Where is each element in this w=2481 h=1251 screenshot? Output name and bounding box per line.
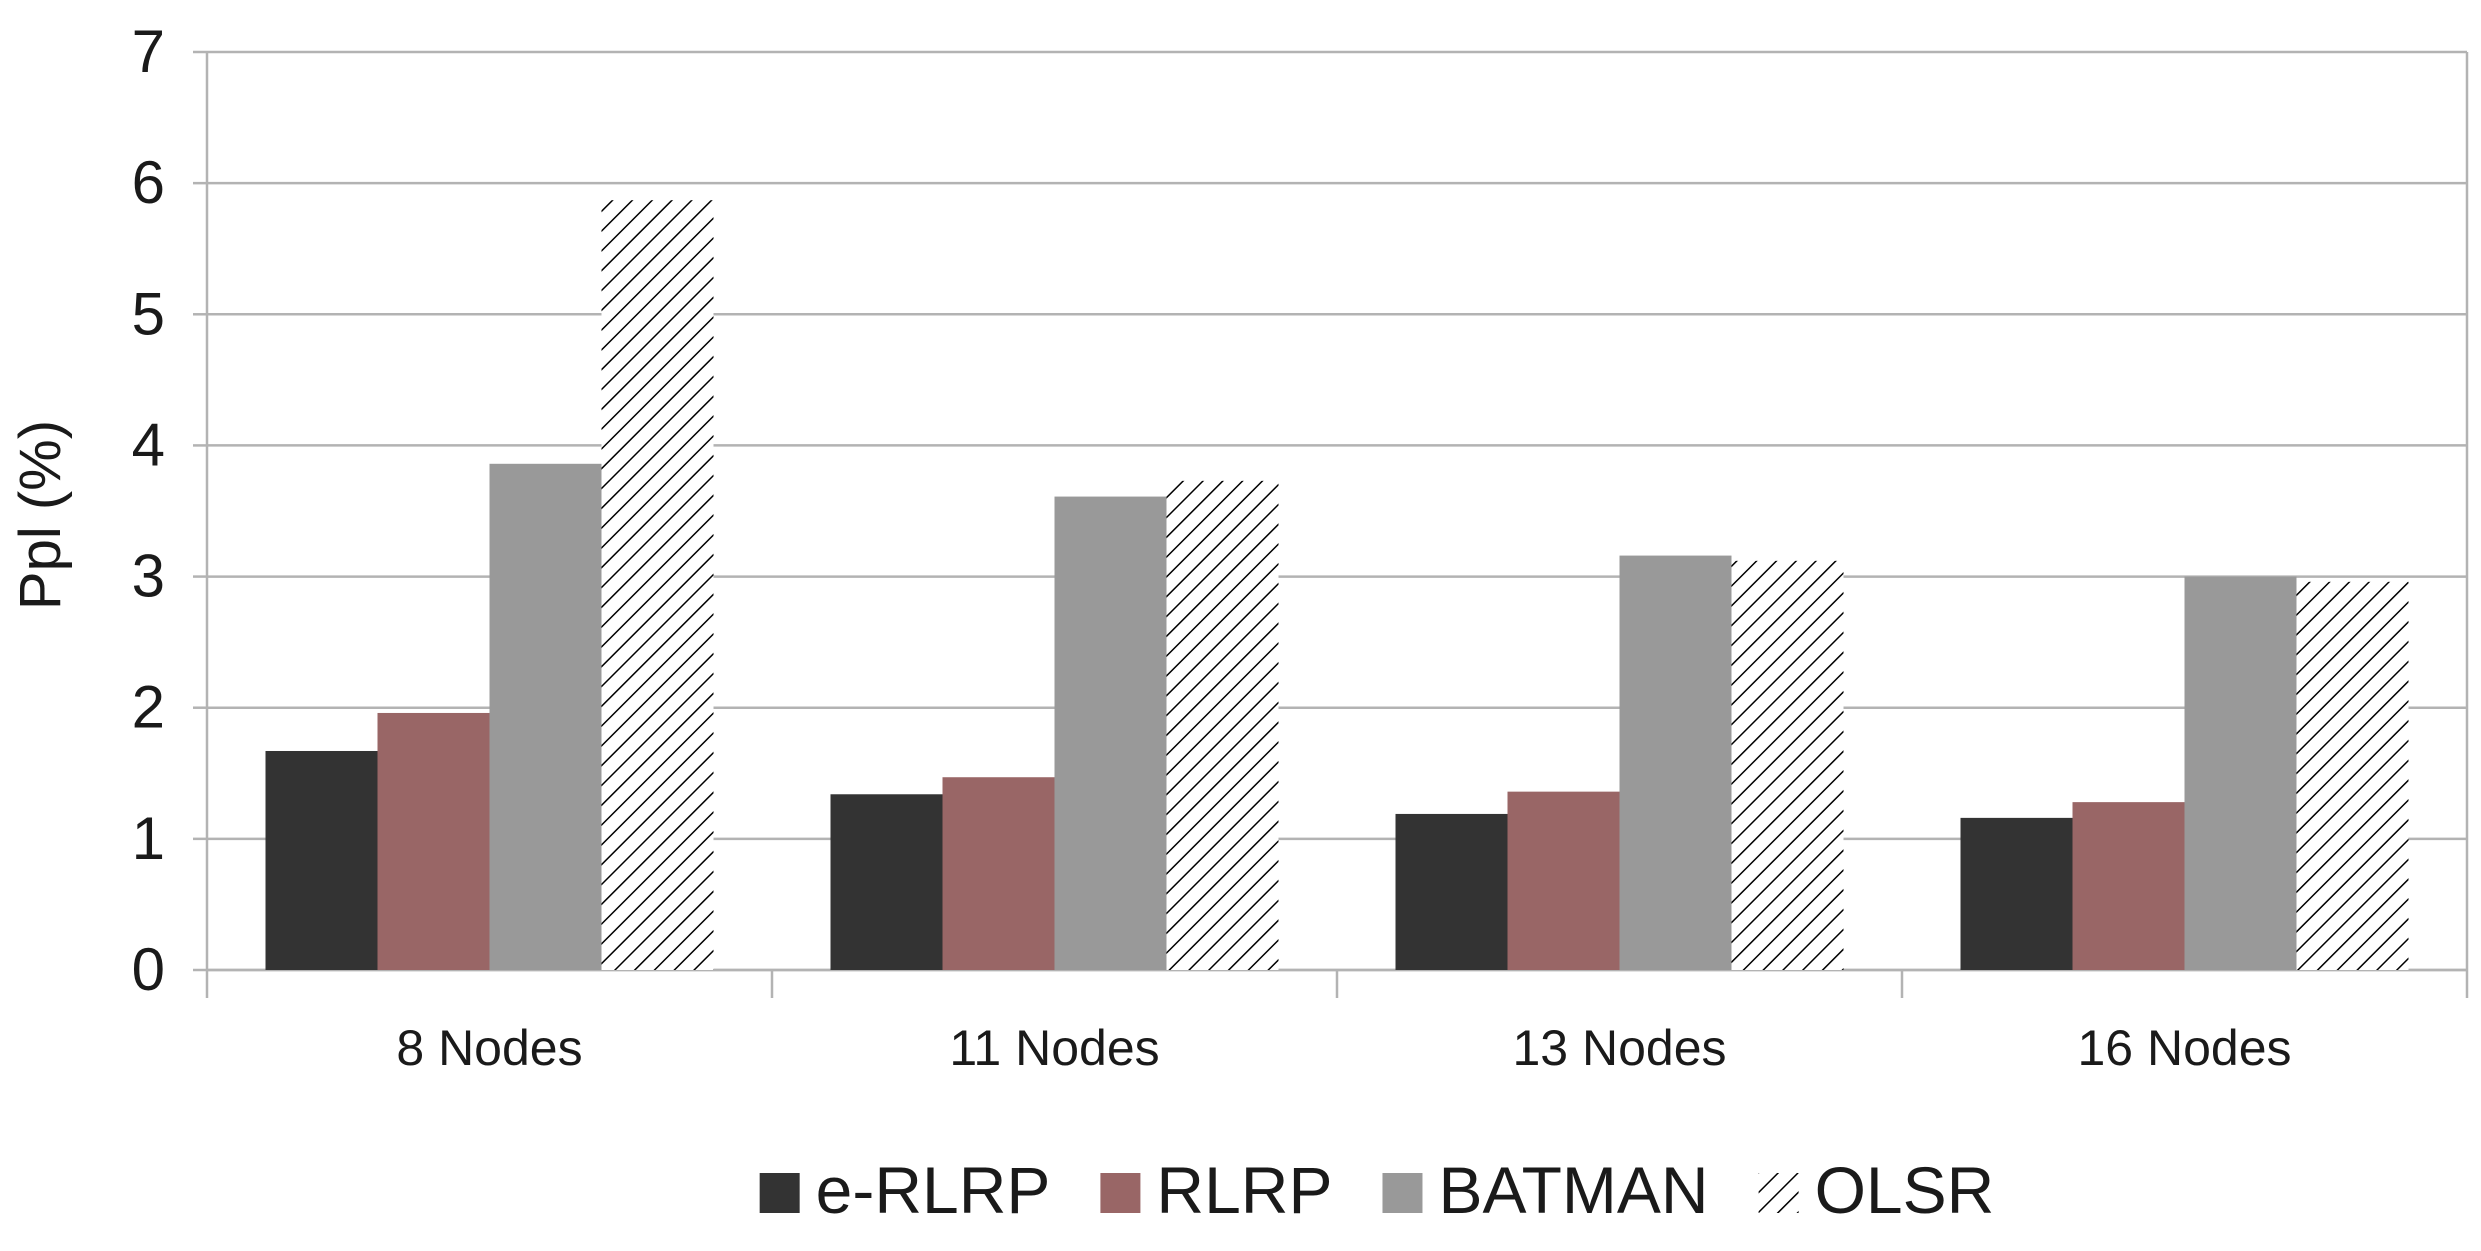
legend-swatch-olsr (1758, 1173, 1799, 1213)
tick-labels: 0 1 2 3 4 5 6 7 8 Nodes 11 Nodes 13 Nodes 16 Nodes (132, 18, 2292, 1076)
bar-e-rlrp (1395, 813, 1508, 970)
legend-label: OLSR (1815, 1153, 1995, 1227)
bar-e-rlrp (830, 794, 943, 970)
bar-e-rlrp (265, 750, 378, 970)
y-tick-label: 3 (132, 543, 165, 610)
legend-swatch-batman (1382, 1173, 1423, 1213)
bar-rlrp (1507, 791, 1620, 970)
y-tick-label: 4 (132, 411, 165, 478)
bar-rlrp (2072, 802, 2185, 970)
bar-batman (489, 463, 602, 970)
bar-batman (1054, 496, 1167, 970)
bar-batman (2184, 576, 2297, 970)
legend: e-RLRP RLRP BATMAN OLSR (759, 1153, 1995, 1227)
bar-olsr (1166, 480, 1279, 970)
legend-label: RLRP (1156, 1153, 1332, 1227)
bar-olsr (1731, 560, 1844, 970)
bar-olsr (2296, 581, 2409, 970)
x-tick-label: 8 Nodes (396, 1020, 582, 1076)
bar-rlrp (377, 712, 490, 970)
legend-label: e-RLRP (816, 1153, 1051, 1227)
bar-e-rlrp (1960, 817, 2073, 970)
x-tick-label: 11 Nodes (949, 1020, 1159, 1076)
y-tick-label: 0 (132, 936, 165, 1003)
x-tick-label: 13 Nodes (1512, 1020, 1726, 1076)
bar-rlrp (942, 777, 1055, 970)
bar-olsr (601, 200, 714, 971)
y-tick-label: 1 (132, 805, 165, 872)
legend-swatch-e-rlrp (759, 1173, 800, 1213)
y-tick-label: 6 (132, 149, 165, 216)
bar-batman (1619, 555, 1732, 970)
bars (265, 200, 2409, 971)
y-axis-label: Ppl (%) (8, 420, 73, 610)
y-tick-label: 5 (132, 280, 165, 347)
legend-label: BATMAN (1438, 1153, 1708, 1227)
y-tick-label: 7 (132, 18, 165, 85)
x-tick-label: 16 Nodes (2077, 1020, 2291, 1076)
legend-swatch-rlrp (1100, 1173, 1141, 1213)
y-tick-label: 2 (132, 674, 165, 741)
